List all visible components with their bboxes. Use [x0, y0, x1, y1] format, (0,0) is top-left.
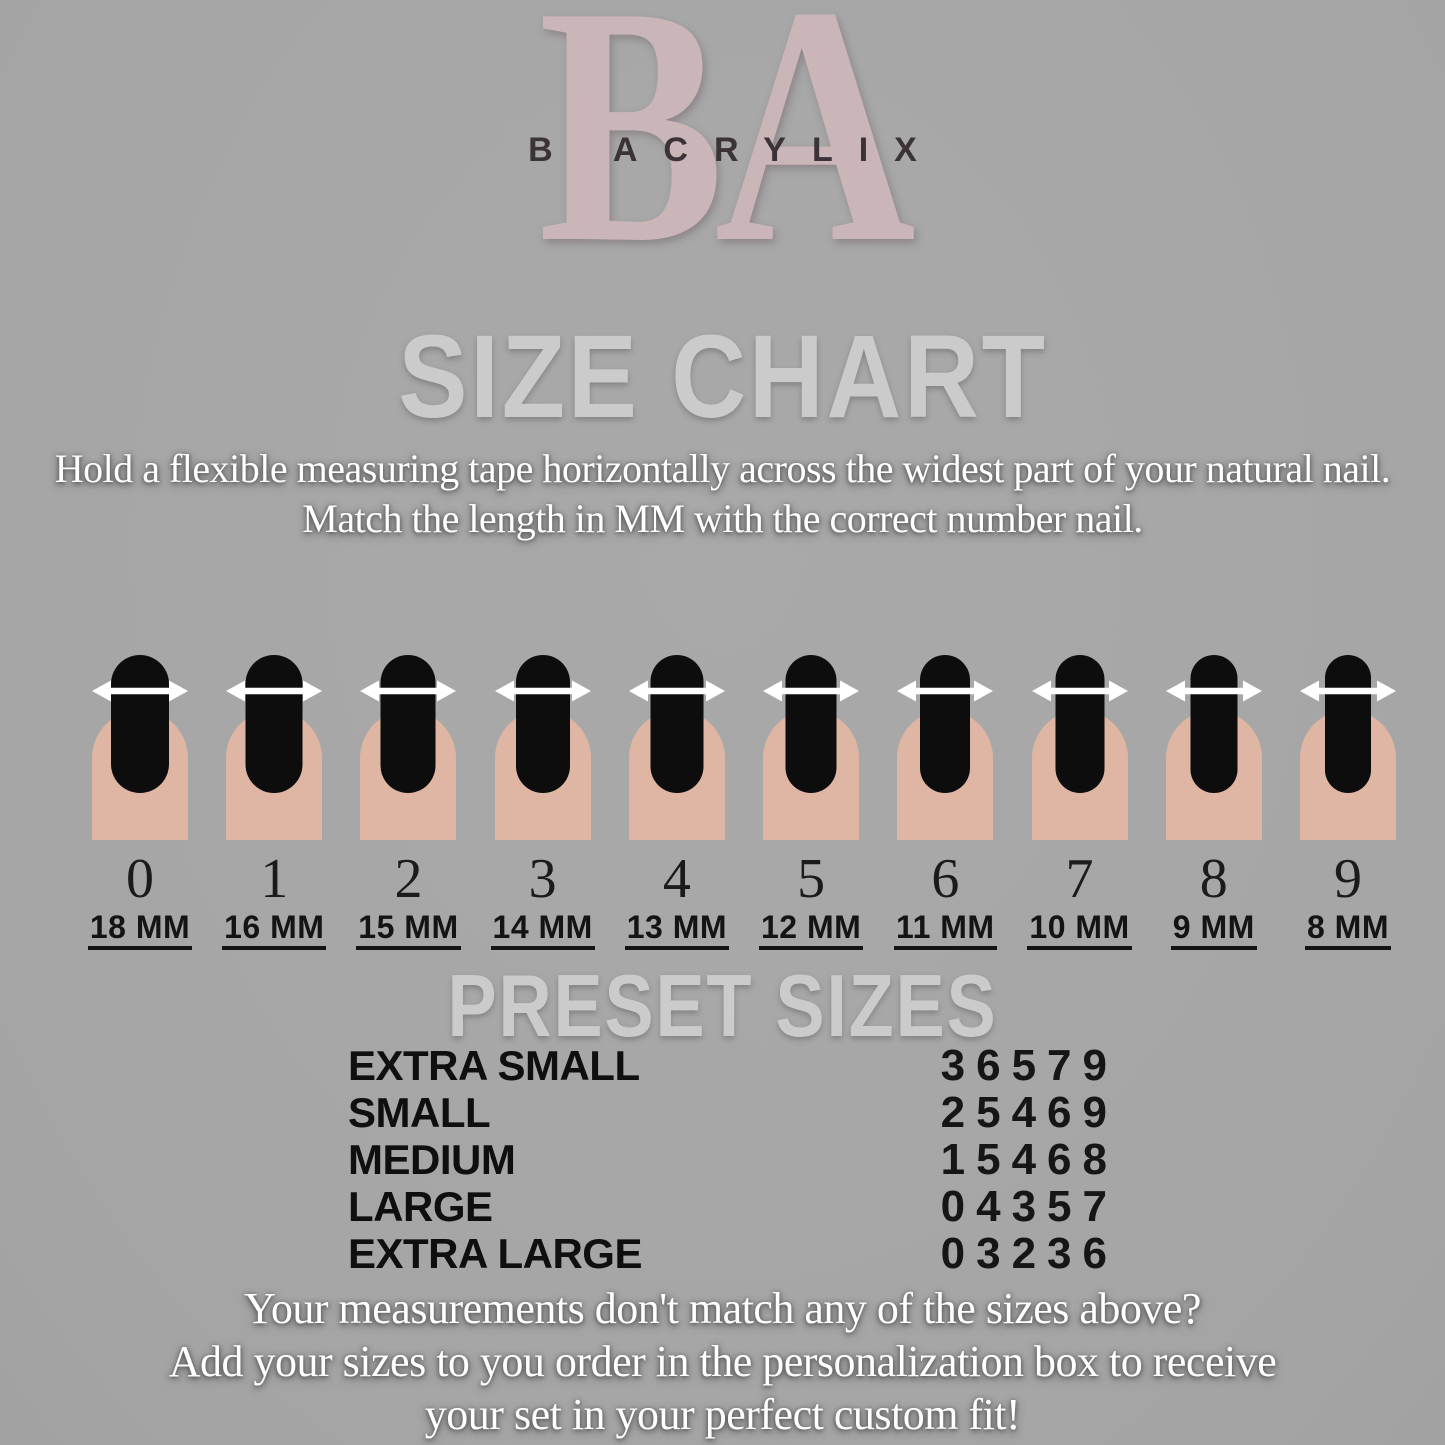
preset-size-row: SMALL 25469: [348, 1087, 1118, 1137]
size-mm-label: 10 MM: [1027, 911, 1132, 950]
size-number: 1: [260, 848, 289, 910]
preset-size-row: LARGE 04357: [348, 1181, 1118, 1231]
brand-monogram: BA: [0, 0, 1445, 295]
preset-size-label: EXTRA LARGE: [348, 1229, 642, 1277]
fingertip-illustration: [226, 630, 323, 842]
preset-size-label: EXTRA SMALL: [348, 1041, 640, 1089]
preset-size-digits: 04357: [940, 1181, 1118, 1231]
brand-logo-block: BA B ACRYLIX: [0, 0, 1445, 310]
size-number: 0: [126, 848, 154, 910]
fingertip-illustration: [1031, 630, 1128, 842]
nail-size-column: 2 15 MM: [356, 630, 461, 950]
preset-sizes-table: EXTRA SMALL 36579 SMALL 25469 MEDIUM 154…: [348, 1040, 1118, 1278]
width-arrow-icon: [1165, 678, 1262, 709]
size-mm-label: 18 MM: [87, 911, 193, 950]
size-mm-label: 8 MM: [1304, 911, 1391, 950]
preset-size-row: EXTRA LARGE 03236: [348, 1228, 1118, 1278]
preset-size-row: MEDIUM 15468: [348, 1134, 1118, 1184]
nail-size-column: 3 14 MM: [490, 630, 595, 950]
size-chart-title: SIZE CHART: [0, 318, 1445, 436]
width-arrow-icon: [1299, 678, 1396, 709]
size-number: 2: [394, 848, 423, 910]
custom-fit-note-line: Add your sizes to you order in the perso…: [168, 1337, 1277, 1386]
preset-size-digits: 25469: [940, 1087, 1118, 1137]
custom-fit-note-line: your set in your perfect custom fit!: [424, 1390, 1021, 1439]
size-mm-label: 12 MM: [758, 911, 864, 950]
nail-size-column: 1 16 MM: [222, 630, 327, 950]
fingertip-illustration: [1165, 630, 1262, 842]
size-mm-label: 11 MM: [894, 911, 997, 950]
nail-shape: [650, 655, 704, 793]
nail-shape: [1190, 655, 1238, 793]
custom-fit-note: Your measurements don't match any of the…: [0, 1282, 1445, 1441]
size-mm-label: 16 MM: [222, 911, 327, 950]
preset-sizes-title: PRESET SIZES: [0, 962, 1445, 1050]
size-number: 9: [1333, 848, 1362, 910]
nail-size-column: 6 11 MM: [894, 630, 997, 950]
brand-wordmark: B ACRYLIX: [528, 131, 943, 169]
preset-size-digits: 36579: [940, 1040, 1118, 1090]
preset-size-label: LARGE: [348, 1182, 493, 1230]
size-number: 3: [528, 848, 557, 910]
preset-sizes-title-text: PRESET SIZES: [447, 956, 998, 1055]
size-mm-label: 9 MM: [1170, 911, 1257, 950]
fingertip-illustration: [763, 630, 860, 842]
width-arrow-icon: [628, 678, 725, 709]
width-arrow-icon: [1031, 678, 1128, 709]
preset-size-digits: 15468: [940, 1134, 1118, 1184]
size-number: 4: [662, 848, 691, 910]
size-mm-label: 15 MM: [356, 911, 461, 950]
nail-shape: [1324, 655, 1371, 793]
nail-shape: [515, 655, 570, 793]
custom-fit-note-line: Your measurements don't match any of the…: [244, 1284, 1201, 1333]
fingertip-illustration: [494, 630, 591, 842]
fingertip-illustration: [897, 630, 994, 842]
nail-shape: [245, 655, 303, 793]
preset-size-label: MEDIUM: [348, 1135, 516, 1183]
nail-size-column: 4 13 MM: [624, 630, 730, 950]
instruction-match: Match the length in MM with the correct …: [302, 496, 1143, 541]
nail-size-column: 5 12 MM: [758, 630, 864, 950]
fingertip-illustration: [92, 630, 188, 842]
nail-shape: [920, 655, 971, 793]
size-mm-label: 13 MM: [624, 911, 730, 950]
size-number: 5: [797, 848, 826, 910]
size-mm-label: 14 MM: [490, 911, 595, 950]
fingertip-illustration: [628, 630, 725, 842]
nail-shape: [111, 655, 169, 793]
nails-row: 0 18 MM 1 16 MM 2 15 MM 3 14 MM 4 13 MM 5 12 MM 6 11 …: [87, 630, 1396, 950]
brand-monogram-text: BA: [538, 0, 916, 313]
size-number: 7: [1065, 848, 1094, 910]
width-arrow-icon: [360, 678, 457, 709]
preset-size-row: EXTRA SMALL 36579: [348, 1040, 1118, 1090]
size-number: 8: [1199, 848, 1228, 910]
size-chart-title-text: SIZE CHART: [397, 311, 1048, 443]
width-arrow-icon: [494, 678, 591, 709]
fingertip-illustration: [1299, 630, 1396, 842]
width-arrow-icon: [226, 678, 323, 709]
nail-size-column: 0 18 MM: [87, 630, 193, 950]
nail-shape: [1055, 655, 1105, 793]
nail-shape: [785, 655, 837, 793]
nail-shape: [380, 655, 436, 793]
size-number: 6: [931, 848, 960, 910]
measuring-instructions: Hold a flexible measuring tape horizonta…: [0, 444, 1445, 544]
nail-size-column: 7 10 MM: [1027, 630, 1132, 950]
width-arrow-icon: [92, 678, 188, 709]
width-arrow-icon: [763, 678, 860, 709]
width-arrow-icon: [897, 678, 994, 709]
preset-size-label: SMALL: [348, 1088, 491, 1136]
preset-size-digits: 03236: [940, 1228, 1118, 1278]
fingertip-illustration: [360, 630, 457, 842]
instruction-measure: Hold a flexible measuring tape horizonta…: [54, 446, 1391, 491]
